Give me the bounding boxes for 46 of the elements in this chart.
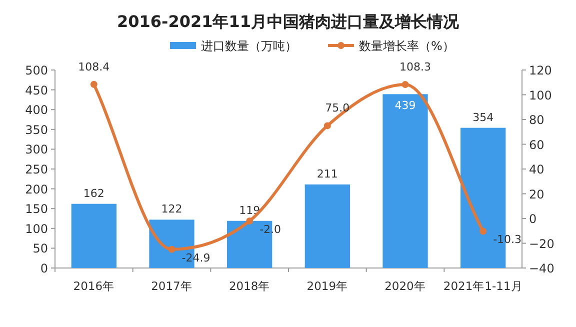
y-tick-label: 50 xyxy=(32,242,48,256)
data-label: 162 xyxy=(83,186,104,200)
y-tick-label: 100 xyxy=(25,222,48,236)
x-tick-label: 2016年 xyxy=(73,279,115,293)
point xyxy=(480,228,487,235)
y-tick-label: 350 xyxy=(25,122,48,137)
point xyxy=(90,80,98,88)
data-label: 108.3 xyxy=(400,60,431,74)
point xyxy=(402,80,409,88)
point xyxy=(246,217,254,224)
y-tick-label: 150 xyxy=(25,202,48,216)
x-tick-label: 2020年 xyxy=(384,279,426,293)
x-tick-label: 2017年 xyxy=(151,279,192,293)
y2-tick-label: −40 xyxy=(529,262,554,276)
data-label: 354 xyxy=(472,110,494,124)
y2-tick-label: 20 xyxy=(529,187,544,202)
y2-tick-label: 120 xyxy=(529,64,552,78)
legend-label: 数量增长率（%） xyxy=(359,39,454,53)
point xyxy=(168,246,176,253)
y-tick-label: 250 xyxy=(25,162,48,176)
y2-tick-label: 60 xyxy=(529,138,544,152)
point xyxy=(324,122,331,130)
x-tick-label: 2018年 xyxy=(228,279,270,293)
y2-tick-label: 100 xyxy=(529,88,552,102)
data-label: 75.0 xyxy=(325,102,350,115)
y2-tick-label: 80 xyxy=(529,113,544,127)
data-label: 122 xyxy=(161,202,182,216)
y-tick-label: 400 xyxy=(25,103,48,118)
y2-tick-label: −20 xyxy=(529,236,554,251)
data-label: 439 xyxy=(394,99,416,112)
y-tick-label: 300 xyxy=(25,142,48,157)
x-tick-label: 2021年1-11月 xyxy=(443,279,523,293)
y2-tick-label: 40 xyxy=(529,162,544,176)
data-label: 108.4 xyxy=(78,60,110,74)
chart-title: 2016-2021年11月中国猪肉进口量及增长情况 xyxy=(117,12,460,31)
y-tick-label: 200 xyxy=(25,182,48,196)
y-tick-label: 450 xyxy=(25,83,48,98)
bar xyxy=(71,204,116,268)
x-tick-label: 2019年 xyxy=(306,279,348,293)
legend-label: 进口数量（万吨） xyxy=(201,39,297,53)
data-label: 211 xyxy=(316,167,338,180)
bar xyxy=(304,184,350,268)
y2-tick-label: 0 xyxy=(529,212,537,226)
bar xyxy=(382,94,428,268)
y-tick-label: 500 xyxy=(25,64,48,78)
y-tick-label: 0 xyxy=(40,262,48,276)
